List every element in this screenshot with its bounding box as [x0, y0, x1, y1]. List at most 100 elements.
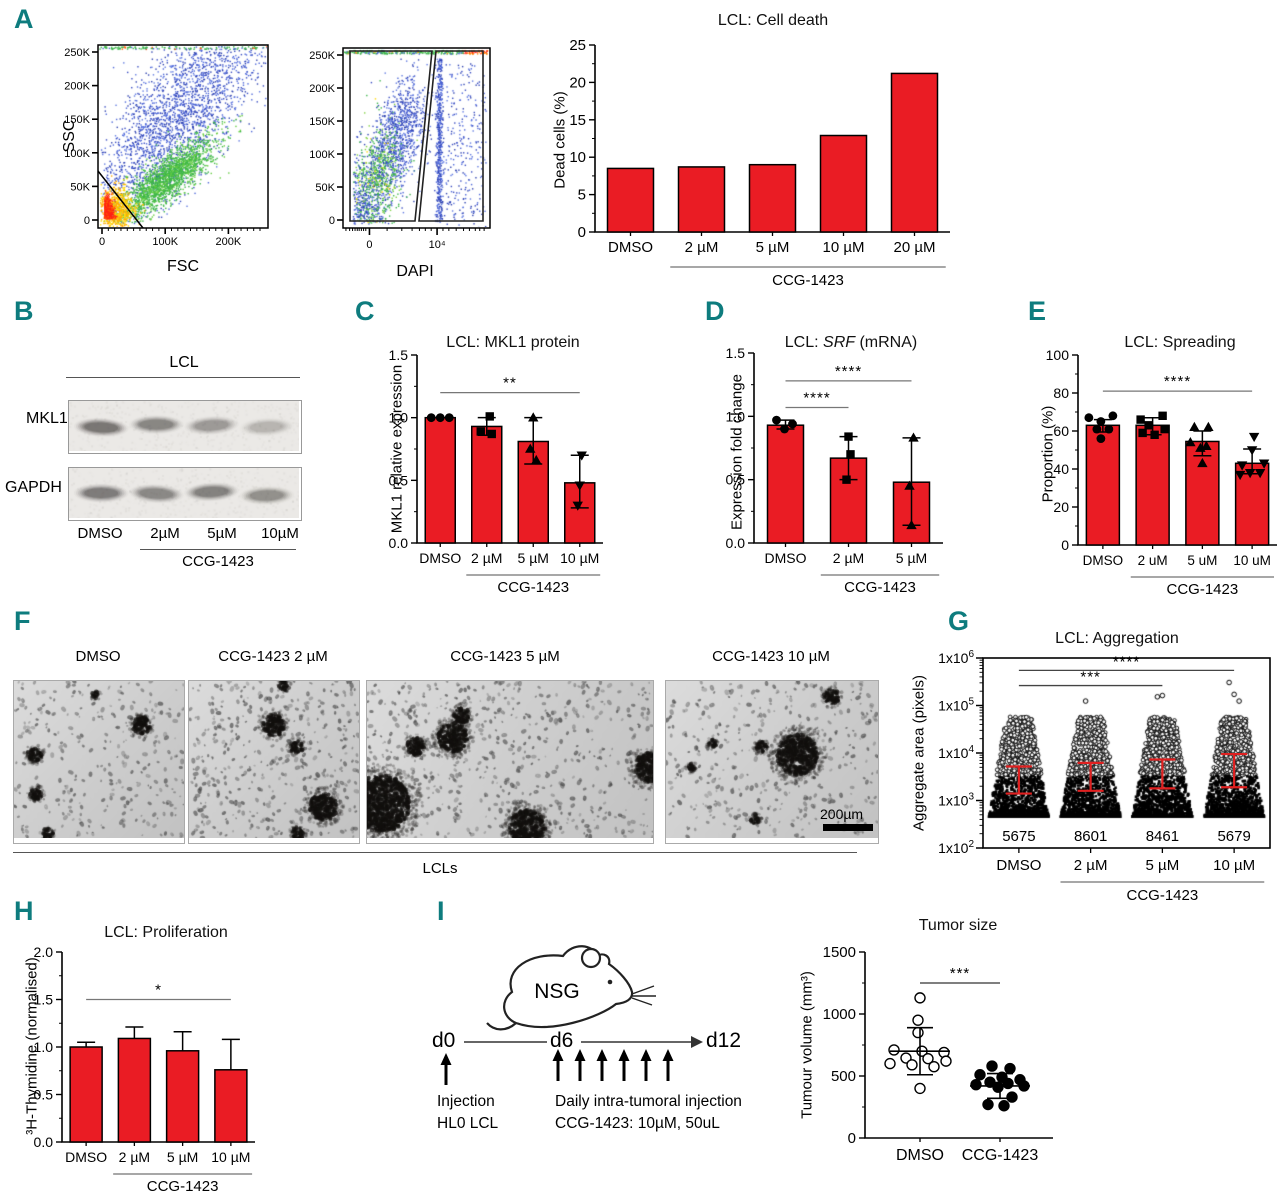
cell-death-chart-panel: LCL: Cell death Dead cells (%) 0 5 10 15 20 2… [545, 0, 965, 292]
panel-label-g: G [948, 606, 970, 636]
svg-text:0: 0 [578, 224, 586, 241]
svg-text:150K: 150K [309, 116, 335, 128]
micro-image-10um [665, 680, 879, 844]
blot-row-mkl1: MKL1 [26, 410, 68, 427]
mkl1-ylabel: MKL1 relative expression [388, 364, 406, 534]
svg-text:DMSO: DMSO [608, 239, 653, 256]
svg-text:50K: 50K [70, 181, 90, 193]
blot-group-label: CCG-1423 [182, 553, 254, 570]
blot-lane-2: 2µM [150, 525, 180, 542]
svg-text:20: 20 [1053, 499, 1069, 515]
flow-plot-dapi-ssc: DAPI 0 50K 100K 150K 200K 250K 0 10⁴ [293, 28, 503, 280]
panel-label-i: I [437, 896, 445, 926]
svg-text:CCG-1423: CCG-1423 [772, 272, 844, 289]
svg-text:DMSO: DMSO [996, 857, 1041, 874]
panel-label-c: C [355, 296, 375, 326]
svg-text:CCG-1423: CCG-1423 [1127, 887, 1199, 904]
blot-header: LCL [169, 354, 199, 371]
svg-text:****: **** [835, 363, 862, 380]
svg-text:2 µM: 2 µM [1074, 857, 1108, 874]
tumor-size-chart-panel: Tumor size Tumour volume (mm³) 0 500 1000 1… [790, 895, 1075, 1197]
svg-text:CCG-1423: CCG-1423 [497, 579, 569, 596]
svg-text:CCG-1423: CCG-1423 [147, 1178, 219, 1195]
micro-label-1: DMSO [75, 648, 121, 665]
svg-text:50K: 50K [315, 182, 335, 194]
svg-text:0: 0 [1061, 537, 1069, 553]
svg-text:1x103: 1x103 [938, 792, 974, 809]
svg-text:100K: 100K [152, 236, 178, 248]
svg-text:150K: 150K [64, 114, 90, 126]
flow2-axes: 0 50K 100K 150K 200K 250K 0 10⁴ [309, 47, 491, 251]
svg-text:5 µM: 5 µM [518, 550, 549, 566]
svg-text:200K: 200K [309, 83, 335, 95]
flow1-axes: 0 50K 100K 150K 200K 250K 0 100K 200K [64, 44, 269, 248]
svg-text:10 µM: 10 µM [560, 550, 599, 566]
svg-text:100K: 100K [64, 148, 90, 160]
panel-label-e: E [1028, 296, 1047, 326]
svg-text:CCG-1423: CCG-1423 [1167, 581, 1239, 598]
svg-text:**: ** [503, 375, 517, 392]
svg-text:15: 15 [569, 112, 586, 129]
mouse-experiment-diagram: I NSG d0 d6 d12 Injection HL0 LCL Daily i… [420, 895, 800, 1197]
spreading-ylabel: Proportion (%) [1039, 405, 1057, 503]
mkl1-protein-chart: 0.0 0.5 1.0 1.5 ** DMSO 2 µM 5 µM 10 µM CCG-1423 [389, 347, 603, 596]
micro-label-4: CCG-1423 10 µM [712, 648, 830, 665]
svg-text:*: * [155, 982, 162, 999]
mkl1-protein-chart-panel: C LCL: MKL1 protein MKL1 relative expres… [330, 292, 615, 604]
svg-text:****: **** [1164, 373, 1191, 390]
flow2-xlabel: DAPI [396, 263, 434, 280]
svg-text:0.0: 0.0 [726, 535, 746, 551]
svg-text:1000: 1000 [823, 1006, 856, 1023]
spreading-chart: 0 20 40 60 80 100 **** DMSO 2 uM 5 uM 10 uM CCG-142… [1046, 347, 1277, 598]
flow2-dot-cloud [344, 49, 489, 227]
micro-label-2: CCG-1423 2 µM [218, 648, 328, 665]
svg-text:10 µM: 10 µM [1213, 857, 1255, 874]
timeline-d12: d12 [706, 1029, 742, 1052]
aggregation-title: LCL: Aggregation [1055, 630, 1179, 647]
svg-text:2 µM: 2 µM [471, 550, 502, 566]
proliferation-chart: 0.0 0.5 1.0 1.5 2.0 * DMSO 2 µM 5 µM 10 µM CCG-142… [34, 944, 255, 1195]
svg-text:0.0: 0.0 [34, 1134, 54, 1150]
srf-mrna-chart: 0.0 0.5 1.0 1.5 **** **** DMSO 2 µM 5 µM CCG-1423 [726, 345, 943, 596]
aggregation-chart-panel: G LCL: Aggregation Aggregate area (pixel… [905, 600, 1280, 912]
panel-label-f: F [14, 606, 31, 636]
tumor-size-chart: 0 500 1000 1500 DMSO CCG-1423 *** [823, 944, 1053, 1164]
lcls-caption: LCLs [422, 860, 458, 877]
svg-text:***: *** [950, 965, 971, 982]
svg-text:40: 40 [1053, 461, 1069, 477]
proliferation-ylabel: ³H-Thymidine (normalised) [23, 957, 41, 1135]
svg-text:1.0: 1.0 [726, 408, 746, 424]
svg-text:DMSO: DMSO [896, 1147, 944, 1164]
svg-text:1.5: 1.5 [726, 345, 746, 361]
svg-text:0.5: 0.5 [34, 1087, 54, 1103]
svg-text:5 µM: 5 µM [1146, 857, 1180, 874]
proliferation-title: LCL: Proliferation [104, 924, 228, 941]
timeline-d0: d0 [432, 1029, 456, 1052]
svg-text:DMSO: DMSO [1083, 553, 1124, 568]
svg-text:0: 0 [84, 215, 90, 227]
scale-bar [823, 824, 873, 831]
mouse-nsg-label: NSG [534, 980, 580, 1003]
cell-death-title: LCL: Cell death [717, 12, 829, 29]
svg-text:1500: 1500 [823, 944, 856, 961]
svg-text:0: 0 [848, 1130, 856, 1147]
svg-text:1x105: 1x105 [938, 697, 974, 714]
svg-text:DMSO: DMSO [419, 550, 461, 566]
svg-text:0: 0 [99, 236, 105, 248]
blot-box-gapdh [68, 467, 302, 521]
svg-text:8601: 8601 [1074, 828, 1107, 845]
svg-text:60: 60 [1053, 423, 1069, 439]
svg-text:1.0: 1.0 [389, 410, 409, 426]
svg-text:250K: 250K [64, 47, 90, 59]
srf-title: LCL: SRF (mRNA) [784, 334, 918, 351]
svg-text:10 µM: 10 µM [211, 1149, 250, 1165]
svg-text:200K: 200K [216, 236, 242, 248]
mouse-icon: NSG [440, 945, 703, 1085]
svg-text:1.5: 1.5 [34, 992, 54, 1008]
srf-ylabel: Expression fold change [728, 374, 746, 530]
svg-text:500: 500 [831, 1068, 856, 1085]
svg-text:0: 0 [366, 239, 372, 251]
daily-injection-note: Daily intra-tumoral injection CCG-1423: 1… [555, 1093, 742, 1133]
svg-text:10 µM: 10 µM [823, 239, 865, 256]
svg-text:DMSO: DMSO [765, 550, 807, 566]
